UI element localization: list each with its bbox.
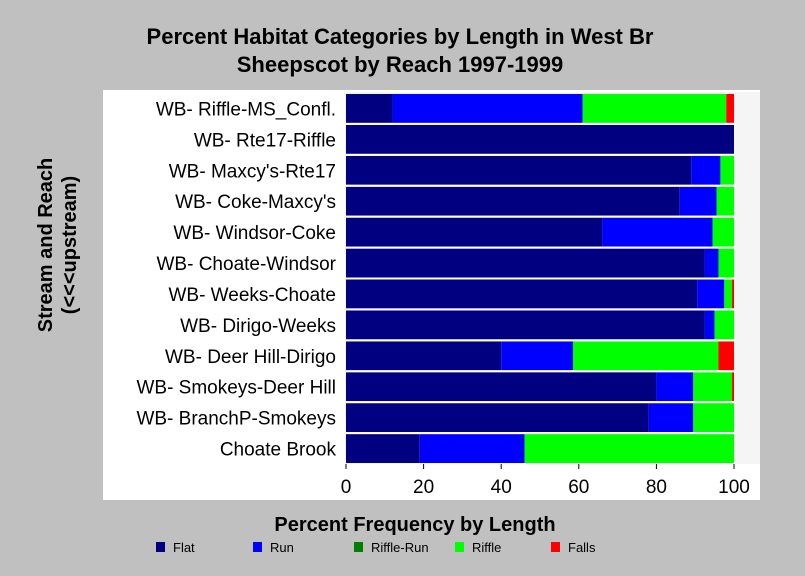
legend-swatch-riffle <box>455 542 464 552</box>
x-tick-label: 0 <box>341 477 352 498</box>
category-label: WB- Maxcy's-Rte17 <box>169 161 336 182</box>
bar-flat-2 <box>346 155 692 185</box>
bar-falls-6 <box>732 279 734 309</box>
y-axis-title: Stream and Reach (<<<upstream) <box>35 158 81 333</box>
bar-flat-10 <box>346 403 649 433</box>
bar-flat-8 <box>346 341 502 371</box>
category-label: Choate Brook <box>220 440 337 461</box>
x-tick-label: 40 <box>491 477 512 498</box>
bar-flat-11 <box>346 434 420 463</box>
category-label: WB- Rte17-Riffle <box>194 130 336 151</box>
chart-title-line-1: Percent Habitat Categories by Length in … <box>147 24 654 49</box>
bar-run-2 <box>691 155 721 185</box>
bar-riffle-11 <box>524 434 734 463</box>
bar-riffle-9 <box>693 372 733 402</box>
bar-flat-5 <box>346 248 705 278</box>
category-label: WB- Deer Hill-Dirigo <box>165 347 336 368</box>
category-label: WB- Smokeys-Deer Hill <box>136 378 336 399</box>
bar-run-0 <box>392 94 583 123</box>
category-label: WB- Coke-Maxcy's <box>175 192 336 213</box>
bar-run-5 <box>704 248 719 278</box>
bar-flat-4 <box>346 217 603 247</box>
legend-label: Flat <box>173 540 195 555</box>
bar-riffle-3 <box>716 186 734 216</box>
legend-swatch-falls <box>551 542 560 552</box>
bar-riffle-6 <box>724 279 733 309</box>
bar-flat-6 <box>346 279 698 309</box>
category-labels: WB- Riffle-MS_Confl. WB- Rte17-Riffle WB- … <box>136 99 336 460</box>
category-label: WB- BranchP-Smokeys <box>136 409 336 430</box>
x-ticks: 0 20 40 60 80 100 <box>341 464 750 498</box>
x-tick-label: 60 <box>568 477 589 498</box>
legend-label: Run <box>270 540 294 555</box>
bar-flat-0 <box>346 94 393 123</box>
bar-run-7 <box>704 310 715 340</box>
bar-run-9 <box>656 372 694 402</box>
bar-run-8 <box>501 341 573 371</box>
bar-riffle-5 <box>718 248 734 278</box>
bar-flat-7 <box>346 310 705 340</box>
y-axis-title-line-1: Stream and Reach <box>35 158 57 333</box>
bar-run-4 <box>602 217 713 247</box>
category-label: WB- Windsor-Coke <box>173 223 336 244</box>
category-label: WB- Choate-Windsor <box>157 254 337 275</box>
category-label: WB- Dirigo-Weeks <box>180 316 336 337</box>
bar-flat-1 <box>346 124 734 154</box>
bar-riffle-10 <box>693 403 734 433</box>
legend-label: Falls <box>568 540 596 555</box>
chart-title-line-2: Sheepscot by Reach 1997-1999 <box>237 52 564 77</box>
category-label: WB- Riffle-MS_Confl. <box>156 99 336 120</box>
y-axis-title-line-2: (<<<upstream) <box>59 176 81 314</box>
bar-flat-3 <box>346 186 680 216</box>
category-label: WB- Weeks-Choate <box>168 285 336 306</box>
bar-riffle-2 <box>720 155 734 185</box>
legend-swatch-riffle-run <box>354 542 363 552</box>
bar-falls-9 <box>732 372 734 402</box>
bar-riffle-7 <box>714 310 734 340</box>
bar-run-3 <box>679 186 717 216</box>
x-tick-label: 20 <box>413 477 434 498</box>
bar-falls-0 <box>726 94 734 123</box>
bar-run-10 <box>648 403 694 433</box>
bar-riffle-4 <box>712 217 734 247</box>
bar-flat-9 <box>346 372 657 402</box>
bar-riffle-8 <box>572 341 719 371</box>
bars-group <box>346 94 734 463</box>
x-tick-label: 80 <box>646 477 667 498</box>
bar-riffle-0 <box>582 94 727 123</box>
bar-run-11 <box>419 434 525 463</box>
legend: Flat Run Riffle-Run Riffle Falls <box>156 540 596 555</box>
x-axis-title: Percent Frequency by Length <box>274 514 555 536</box>
legend-swatch-run <box>253 542 262 552</box>
legend-label: Riffle <box>472 540 501 555</box>
legend-swatch-flat <box>156 542 165 552</box>
bar-run-6 <box>697 279 725 309</box>
bar-falls-8 <box>718 341 734 371</box>
x-tick-label: 100 <box>718 477 750 498</box>
legend-label: Riffle-Run <box>371 540 429 555</box>
